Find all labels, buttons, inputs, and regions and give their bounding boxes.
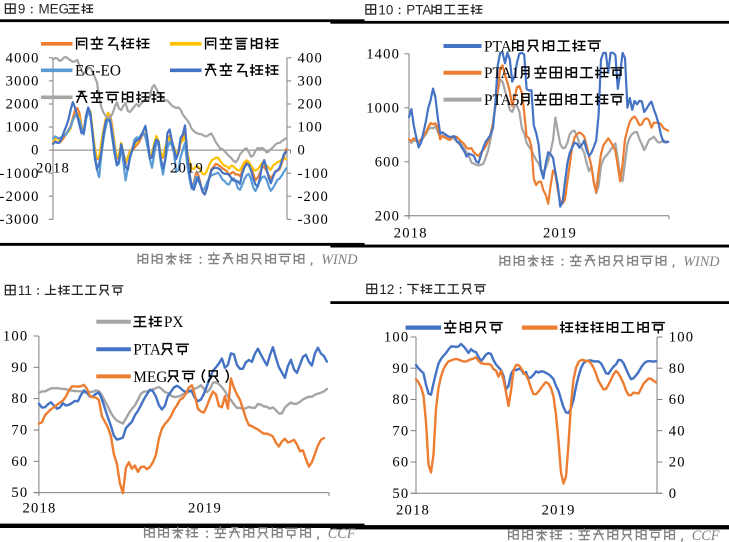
svg-text:1400: 1400 <box>366 46 400 62</box>
svg-text:20: 20 <box>669 455 686 471</box>
svg-text:2018: 2018 <box>23 501 57 517</box>
svg-text:10: 10 <box>378 2 393 17</box>
svg-text:PTA5: PTA5 <box>484 92 520 109</box>
svg-text:100: 100 <box>669 330 695 346</box>
svg-text:-300: -300 <box>298 212 330 228</box>
svg-text:200: 200 <box>375 208 401 224</box>
svg-text:2019: 2019 <box>188 501 222 517</box>
svg-text:-200: -200 <box>298 189 330 205</box>
svg-text:2018: 2018 <box>36 161 70 177</box>
svg-text:50: 50 <box>11 485 28 501</box>
svg-text:PX: PX <box>164 314 184 331</box>
svg-text:90: 90 <box>392 361 409 377</box>
svg-text:-2000: -2000 <box>0 189 40 205</box>
svg-text:2019: 2019 <box>543 225 577 241</box>
svg-text:1000: 1000 <box>366 100 400 116</box>
svg-text:MEG: MEG <box>39 2 70 17</box>
svg-text:12: 12 <box>379 282 394 297</box>
svg-text:PTA1: PTA1 <box>484 65 519 82</box>
svg-text:PTA: PTA <box>133 342 161 359</box>
svg-text:300: 300 <box>298 74 324 90</box>
svg-text:70: 70 <box>392 423 409 439</box>
svg-text:1000: 1000 <box>6 120 40 136</box>
svg-text:100: 100 <box>298 120 324 136</box>
svg-text:2018: 2018 <box>396 502 430 518</box>
svg-text:EG-EO: EG-EO <box>75 63 121 80</box>
svg-text:2000: 2000 <box>6 97 40 113</box>
svg-text:90: 90 <box>11 360 28 376</box>
svg-text:80: 80 <box>392 392 409 408</box>
svg-text:70: 70 <box>11 423 28 439</box>
svg-text:CCF: CCF <box>692 528 720 542</box>
svg-text:40: 40 <box>669 423 686 439</box>
svg-text:PTA: PTA <box>406 2 431 17</box>
svg-text:-100: -100 <box>298 166 330 182</box>
svg-text:CCF: CCF <box>328 526 356 542</box>
svg-text:MEG: MEG <box>133 369 167 386</box>
svg-text:60: 60 <box>669 392 686 408</box>
svg-text:4000: 4000 <box>6 50 40 66</box>
svg-text:80: 80 <box>11 391 28 407</box>
svg-text:200: 200 <box>298 97 324 113</box>
svg-text:2019: 2019 <box>542 502 576 518</box>
svg-text:60: 60 <box>11 454 28 470</box>
svg-text:2018: 2018 <box>394 225 428 241</box>
svg-text:3000: 3000 <box>6 74 40 90</box>
svg-text:WIND: WIND <box>683 254 720 270</box>
svg-text:9: 9 <box>18 2 25 17</box>
svg-text:100: 100 <box>384 330 410 346</box>
svg-text:11: 11 <box>18 283 32 298</box>
svg-text:0: 0 <box>669 486 678 502</box>
svg-text:WIND: WIND <box>321 252 358 268</box>
svg-text:80: 80 <box>669 361 686 377</box>
svg-text:50: 50 <box>392 486 409 502</box>
svg-text:PTA: PTA <box>484 38 512 55</box>
svg-text:0: 0 <box>298 143 307 159</box>
svg-text:400: 400 <box>298 50 324 66</box>
svg-text:-3000: -3000 <box>0 212 40 228</box>
svg-text:-1000: -1000 <box>0 166 40 182</box>
svg-text:0: 0 <box>31 143 40 159</box>
svg-text:600: 600 <box>375 154 401 170</box>
svg-text:2019: 2019 <box>170 161 204 177</box>
svg-text:100: 100 <box>3 329 29 345</box>
svg-text:60: 60 <box>392 455 409 471</box>
